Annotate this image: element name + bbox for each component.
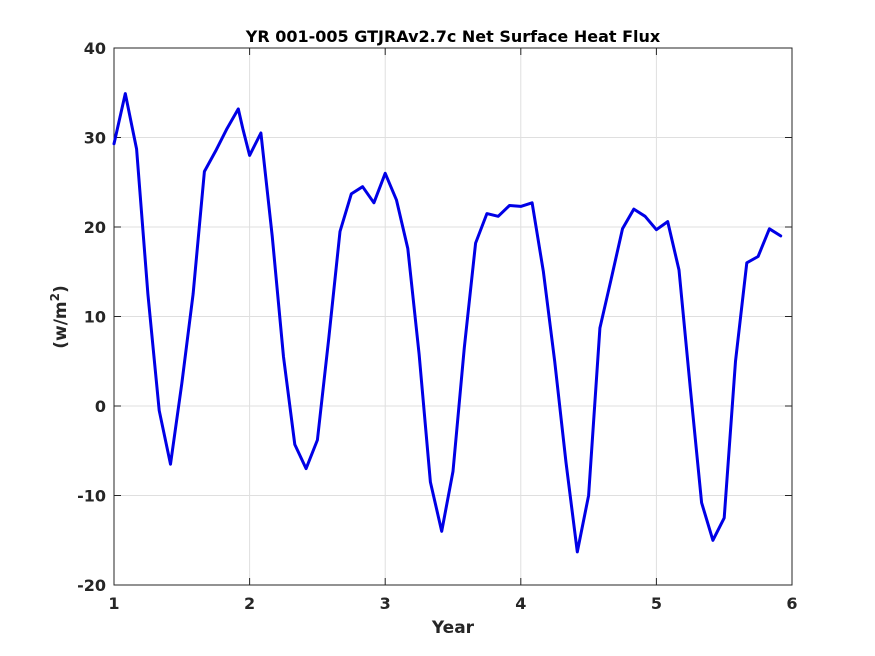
y-tick-label: 0 bbox=[95, 397, 106, 416]
tick-labels: 1 2 3 4 5 6 -20 -10 0 10 20 30 40 bbox=[77, 39, 797, 613]
x-tick-label: 6 bbox=[786, 594, 797, 613]
y-axis-label-suffix: ) bbox=[51, 285, 71, 293]
grid-lines bbox=[114, 48, 792, 585]
x-tick-label: 5 bbox=[651, 594, 662, 613]
tick-marks bbox=[113, 47, 793, 586]
y-axis-label-prefix: (w/m bbox=[51, 301, 71, 348]
y-tick-label: -20 bbox=[77, 576, 106, 595]
x-tick-label: 1 bbox=[108, 594, 119, 613]
x-tick-label: 2 bbox=[244, 594, 255, 613]
y-tick-label: 30 bbox=[84, 129, 106, 148]
y-axis-label: (w/m2) bbox=[48, 285, 71, 349]
y-tick-label: 20 bbox=[84, 218, 106, 237]
y-tick-label: -10 bbox=[77, 487, 106, 506]
series-layer bbox=[112, 92, 783, 554]
y-tick-label: 10 bbox=[84, 308, 106, 327]
y-axis-label-superscript: 2 bbox=[48, 293, 62, 301]
chart-title: YR 001-005 GTJRAv2.7c Net Surface Heat F… bbox=[245, 27, 661, 46]
x-tick-label: 4 bbox=[515, 594, 526, 613]
x-tick-label: 3 bbox=[380, 594, 391, 613]
y-tick-label: 40 bbox=[84, 39, 106, 58]
series-line bbox=[112, 92, 783, 554]
x-axis-label: Year bbox=[431, 618, 475, 638]
